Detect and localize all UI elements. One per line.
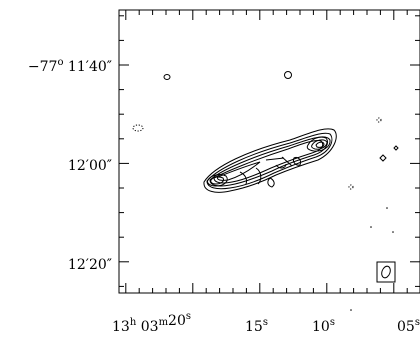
beam-box — [377, 262, 395, 282]
x-tick-labels: 13h 03m20s 15s 10s 05s — [112, 311, 420, 335]
noise-specks — [350, 207, 394, 311]
x-tick-label-1: 13h 03m20s — [112, 311, 191, 335]
y-tick-labels: −77o 11′40″ 12′00″ 12′20″ — [28, 57, 112, 273]
negative-contour — [377, 118, 381, 122]
compact-source-contour — [285, 72, 292, 79]
beam-ellipse — [380, 265, 392, 279]
y-tick-label-1: −77o 11′40″ — [28, 57, 112, 75]
isolated-contours — [164, 72, 398, 162]
y-tick-label-3: 12′20″ — [68, 257, 112, 273]
x-tick-label-3: 10s — [312, 317, 335, 335]
x-tick-label-2: 15s — [245, 317, 268, 335]
x-tick-label-4: 05s — [397, 317, 420, 335]
compact-source-contour — [394, 146, 398, 150]
y-tick-label-2: 12′00″ — [68, 158, 112, 174]
compact-source-contour — [380, 155, 386, 161]
compact-source-contour — [164, 75, 170, 80]
main-source-contours — [204, 129, 336, 192]
negative-contour — [349, 185, 353, 189]
negative-contour — [133, 125, 143, 131]
